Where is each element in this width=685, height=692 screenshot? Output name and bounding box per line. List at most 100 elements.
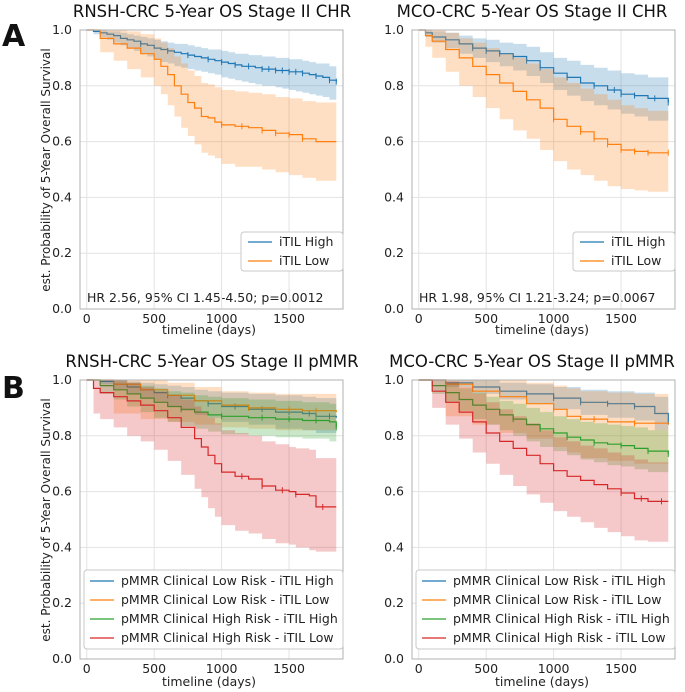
plot-frame (411, 29, 676, 310)
x-tick-label: 500 (474, 661, 498, 676)
y-tick-label: 0.2 (384, 595, 404, 610)
y-tick-label: 0.6 (52, 134, 72, 149)
y-tick-label: 0.8 (384, 78, 404, 93)
legend-label-itil-low: iTIL Low (611, 253, 661, 268)
x-tick-label: 1000 (538, 661, 570, 676)
confidence-band-itil-high (86, 30, 337, 103)
plot-area: 0.0 0.2 0.4 0.6 0.8 1.0 0 500 1000 1500 (384, 22, 676, 326)
confidence-band-pmmr-clinical-low-risk-itil-high (418, 380, 669, 445)
confidence-band-itil-low (86, 30, 337, 181)
y-tick-label: 1.0 (52, 22, 72, 37)
legend-label-low-risk-itil-low: pMMR Clinical Low Risk - iTIL Low (453, 592, 662, 607)
legend-label-itil-high: iTIL High (279, 234, 333, 249)
y-tick-label: 0.8 (52, 428, 72, 443)
y-tick-label: 0.2 (52, 595, 72, 610)
x-axis-label: timeline (days) (162, 322, 256, 337)
x-tick-label: 1500 (605, 311, 637, 326)
x-axis-label: timeline (days) (495, 322, 589, 337)
x-tick-label: 1000 (538, 311, 570, 326)
survival-line-itil-low (418, 29, 669, 154)
y-tick-label: 0.6 (52, 484, 72, 499)
legend: pMMR Clinical Low Risk - iTIL High pMMR … (83, 569, 344, 650)
legend-label-high-risk-itil-high: pMMR Clinical High Risk - iTIL High (453, 611, 670, 626)
y-tick-label: 0.0 (384, 301, 404, 316)
y-tick-label: 0.4 (384, 189, 404, 204)
legend: iTIL High iTIL Low (240, 231, 344, 272)
x-axis-label: timeline (days) (495, 674, 589, 689)
x-tick-label: 0 (83, 661, 91, 676)
survival-line-pmmr-clinical-high-risk-itil-high (86, 379, 337, 428)
y-tick-label: 0.4 (52, 189, 72, 204)
legend: pMMR Clinical Low Risk - iTIL High pMMR … (415, 569, 676, 650)
plot-frame (411, 379, 676, 660)
hazard-ratio-annotation: HR 2.56, 95% CI 1.45-4.50; p=0.0012 (87, 290, 324, 305)
confidence-band-pmmr-clinical-low-risk-itil-high (86, 380, 337, 436)
x-tick-label: 1500 (273, 661, 305, 676)
x-tick-label: 0 (83, 311, 91, 326)
legend-label-low-risk-itil-low: pMMR Clinical Low Risk - iTIL Low (121, 592, 330, 607)
survival-line-pmmr-clinical-high-risk-itil-low (418, 379, 669, 502)
x-tick-label: 500 (474, 311, 498, 326)
legend-label-low-risk-itil-high: pMMR Clinical Low Risk - iTIL High (453, 573, 666, 588)
legend-label-high-risk-itil-high: pMMR Clinical High Risk - iTIL High (121, 611, 338, 626)
confidence-band-pmmr-clinical-high-risk-itil-high (86, 380, 337, 459)
legend-box (83, 569, 344, 650)
plot-area: 0.0 0.2 0.4 0.6 0.8 1.0 0 500 1000 1500 (52, 372, 344, 676)
legend-box (415, 569, 676, 650)
y-tick-label: 0.8 (52, 78, 72, 93)
x-tick-label: 1000 (206, 661, 238, 676)
chart-title: RNSH-CRC 5-Year OS Stage II pMMR (65, 352, 358, 371)
survival-line-pmmr-clinical-high-risk-itil-low (86, 379, 337, 508)
chart-title: RNSH-CRC 5-Year OS Stage II CHR (73, 2, 351, 21)
x-tick-label: 1500 (605, 661, 637, 676)
confidence-band-pmmr-clinical-high-risk-itil-high (418, 380, 669, 475)
y-tick-label: 0.0 (52, 301, 72, 316)
y-tick-label: 0.0 (52, 651, 72, 666)
x-axis-label: timeline (days) (162, 674, 256, 689)
plot-area: 0.0 0.2 0.4 0.6 0.8 1.0 0 500 1000 1500 (384, 372, 676, 676)
y-tick-label: 0.6 (384, 484, 404, 499)
y-tick-label: 0.2 (384, 245, 404, 260)
survival-line-pmmr-clinical-low-risk-itil-low (86, 379, 337, 413)
confidence-band-pmmr-clinical-high-risk-itil-low (86, 380, 337, 552)
legend: iTIL High iTIL Low (572, 231, 676, 272)
x-tick-label: 1000 (206, 311, 238, 326)
y-tick-label: 1.0 (52, 372, 72, 387)
y-tick-label: 1.0 (384, 22, 404, 37)
x-tick-label: 0 (415, 311, 423, 326)
plot-mco-chr: MCO-CRC 5-Year OS Stage II CHR timeline … (384, 2, 676, 337)
x-tick-label: 500 (142, 311, 166, 326)
x-tick-label: 0 (415, 661, 423, 676)
plot-frame (79, 29, 344, 310)
plot-rnsh-pmmr: RNSH-CRC 5-Year OS Stage II pMMR est. Pr… (39, 352, 359, 689)
y-tick-label: 0.4 (384, 539, 404, 554)
y-tick-label: 0.0 (384, 651, 404, 666)
confidence-band-itil-low (418, 30, 669, 192)
chart-title: MCO-CRC 5-Year OS Stage II CHR (397, 2, 668, 21)
plot-mco-pmmr: MCO-CRC 5-Year OS Stage II pMMR timeline… (384, 352, 676, 689)
legend-label-itil-low: iTIL Low (279, 253, 329, 268)
plot-rnsh-chr: RNSH-CRC 5-Year OS Stage II CHR est. Pro… (39, 2, 351, 337)
x-tick-label: 1500 (273, 311, 305, 326)
y-tick-label: 0.6 (384, 134, 404, 149)
legend-label-high-risk-itil-low: pMMR Clinical High Risk - iTIL Low (121, 630, 334, 645)
hazard-ratio-annotation: HR 1.98, 95% CI 1.21-3.24; p=0.0067 (419, 290, 656, 305)
y-tick-label: 0.4 (52, 539, 72, 554)
panel-label-b: B (2, 371, 25, 406)
y-tick-label: 0.2 (52, 245, 72, 260)
y-tick-label: 1.0 (384, 372, 404, 387)
y-tick-label: 0.8 (384, 428, 404, 443)
chart-title: MCO-CRC 5-Year OS Stage II pMMR (389, 352, 675, 371)
confidence-band-pmmr-clinical-high-risk-itil-low (418, 380, 669, 542)
confidence-band-itil-high (418, 30, 669, 127)
plot-frame (79, 379, 344, 660)
legend-label-low-risk-itil-high: pMMR Clinical Low Risk - iTIL High (121, 573, 334, 588)
y-axis-label: est. Probability of 5-Year Overall Survi… (39, 48, 53, 291)
legend-label-high-risk-itil-low: pMMR Clinical High Risk - iTIL Low (453, 630, 666, 645)
x-tick-label: 500 (142, 661, 166, 676)
plot-area: 0.0 0.2 0.4 0.6 0.8 1.0 0 500 1000 1500 (52, 22, 344, 326)
y-axis-label: est. Probability of 5-Year Overall Survi… (39, 398, 53, 641)
panel-label-a: A (2, 19, 26, 54)
legend-label-itil-high: iTIL High (611, 234, 665, 249)
